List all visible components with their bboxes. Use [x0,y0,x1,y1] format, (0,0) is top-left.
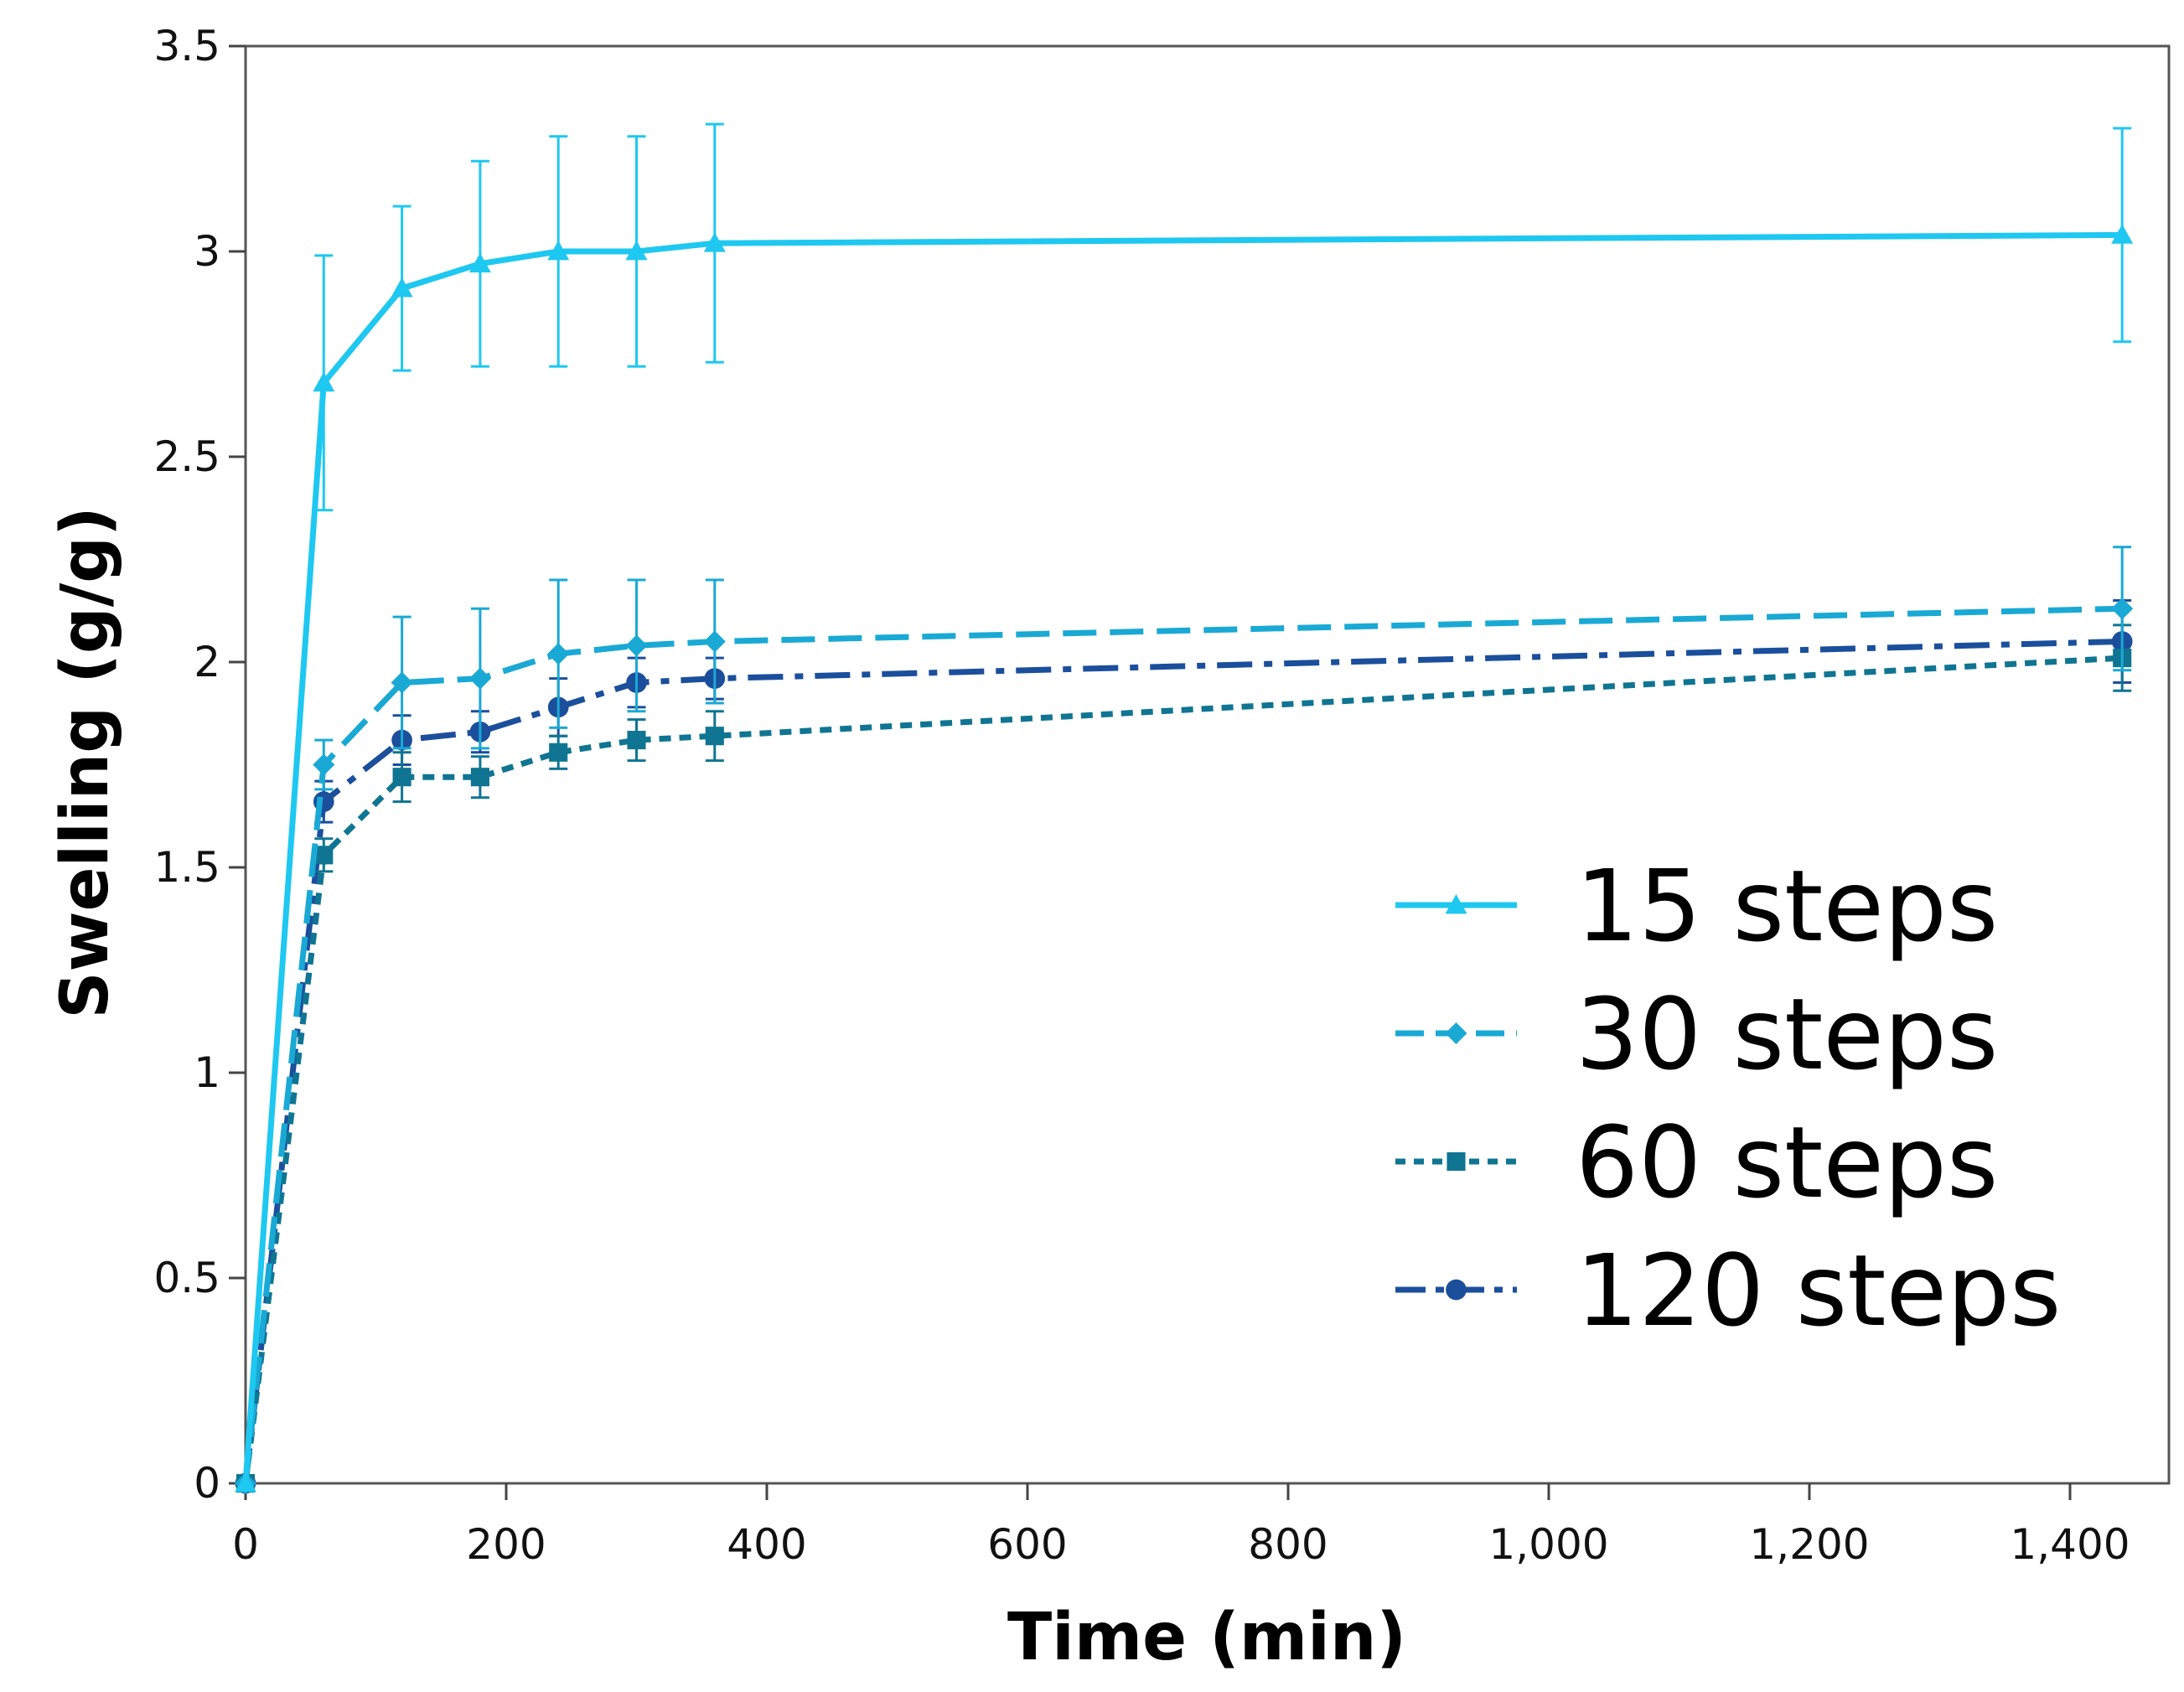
data-point [627,731,646,750]
series-line [242,605,2123,1484]
data-point [391,277,413,298]
legend-label: 15 steps [1576,848,1998,964]
data-point [313,371,335,392]
x-tick-label: 600 [987,1520,1067,1569]
plot-frame [244,44,2171,1485]
x-tick-label: 800 [1248,1520,1327,1569]
legend-item: 30 steps [1395,976,1998,1092]
data-point [625,241,648,261]
data-point [703,232,726,252]
y-tick-label: 0.5 [153,1254,220,1302]
legend-item: 15 steps [1395,848,1998,964]
y-axis: 0 0.5 1 1.5 2 2.5 3 3.5 [153,22,246,1508]
x-axis-title: Time (min) [1007,1600,1406,1675]
legend-marker [1446,1279,1467,1301]
legend-marker [1445,894,1467,914]
x-tick-label: 1,000 [1488,1520,1608,1569]
legend-label: 120 steps [1576,1233,2061,1348]
data-point [392,768,411,787]
series-line [242,639,2123,1484]
y-tick-label: 1 [194,1048,220,1097]
y-tick-label: 0 [194,1459,220,1508]
legend-item: 60 steps [1395,1105,1998,1220]
series-15-steps [235,122,2134,1493]
y-tick-label: 3.5 [153,22,220,70]
data-point [703,630,726,653]
series-line [242,231,2123,1484]
x-tick-label: 1,200 [1749,1520,1869,1569]
data-point [470,768,489,787]
legend-label: 30 steps [1576,976,1998,1092]
y-tick-label: 2 [194,638,220,686]
y-tick-label: 2.5 [153,432,220,481]
data-point [2111,224,2134,244]
x-tick-label: 200 [466,1520,546,1569]
x-tick-label: 0 [232,1520,259,1569]
data-point [391,671,413,694]
data-point [235,1472,256,1493]
x-tick-label: 1,400 [2010,1520,2130,1569]
legend-label: 60 steps [1576,1105,1998,1220]
data-point [468,252,491,273]
data-point [314,846,334,865]
x-tick-label: 400 [727,1520,806,1569]
legend-marker [1445,1022,1467,1044]
legend-marker [1447,1151,1466,1172]
series-line [242,655,2123,1484]
data-point [547,241,570,261]
data-point [705,727,724,746]
data-point [468,667,491,690]
data-point [547,643,570,665]
y-axis-title: Swelling (g/g) [48,506,123,1018]
y-tick-label: 1.5 [153,843,220,892]
data-point [2111,598,2134,620]
legend: 15 steps 30 steps 60 steps 120 steps [1395,848,2061,1348]
legend-item: 120 steps [1395,1233,2061,1348]
data-point [313,753,335,776]
data-point [549,743,568,762]
data-point [625,634,648,657]
y-tick-label: 3 [194,227,220,276]
x-axis: 0 200 400 600 800 1,000 1,200 1,400 [232,1483,2130,1569]
